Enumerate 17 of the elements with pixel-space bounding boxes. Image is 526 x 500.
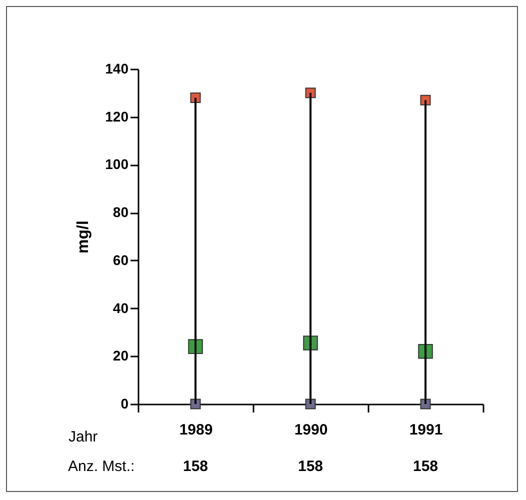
y-tick-label: 80 [112, 204, 129, 220]
y-tick-label: 20 [112, 348, 129, 364]
x-tick-label: 1989 [179, 422, 213, 438]
x-tick-label: 1990 [294, 422, 328, 438]
text: 158 [182, 458, 208, 475]
y-axis-title: mg/l [75, 220, 92, 254]
text: Anz. Mst.: [68, 458, 135, 475]
y-tick-label: 0 [120, 396, 129, 412]
text: 158 [412, 458, 438, 475]
x-axis-title: Jahr [68, 428, 98, 446]
y-tick-label: 120 [105, 108, 129, 124]
y-tick-label: 100 [105, 156, 129, 172]
y-tick-label: 140 [105, 60, 129, 76]
text: 158 [298, 458, 324, 475]
y-tick-label: 60 [112, 252, 129, 268]
x-tick-label: 1991 [409, 422, 443, 438]
y-tick-label: 40 [112, 300, 129, 316]
